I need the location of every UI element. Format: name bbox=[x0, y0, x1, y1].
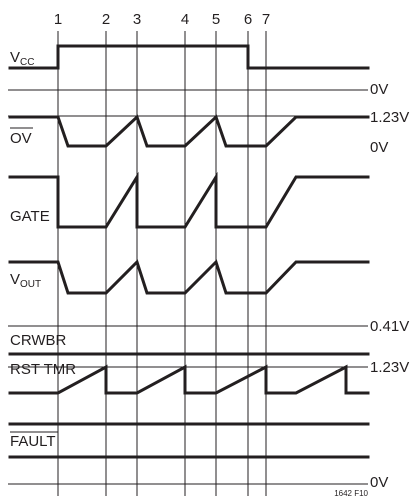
rst-tmr-waveform bbox=[8, 364, 370, 395]
crwbr-label: CRWBR bbox=[10, 332, 67, 349]
fault-label: FAULT bbox=[10, 433, 56, 450]
ov-high-level: 1.23V bbox=[370, 109, 409, 126]
fault-zero-level: 0V bbox=[370, 474, 388, 491]
marker-label-6: 6 bbox=[244, 11, 252, 28]
rst-tmr-label: RST TMR bbox=[10, 361, 76, 378]
vcc-zero-level: 0V bbox=[370, 81, 388, 98]
gate-label: GATE bbox=[10, 208, 50, 225]
marker-label-3: 3 bbox=[133, 11, 141, 28]
vcc-label: VCC bbox=[10, 49, 34, 68]
gate-waveform bbox=[8, 171, 370, 229]
marker-label-7: 7 bbox=[262, 11, 270, 28]
crwbr-level: 0.41V bbox=[370, 318, 409, 335]
marker-label-5: 5 bbox=[212, 11, 220, 28]
ov-zero-level: 0V bbox=[370, 139, 388, 156]
ov-label: OV bbox=[10, 130, 32, 147]
marker-label-4: 4 bbox=[181, 11, 189, 28]
vout-waveform bbox=[8, 259, 370, 295]
marker-label-1: 1 bbox=[54, 11, 62, 28]
marker-label-2: 2 bbox=[102, 11, 110, 28]
figure-id: 1642 F10 bbox=[334, 489, 368, 498]
ov-waveform bbox=[8, 114, 370, 148]
vcc-waveform bbox=[8, 44, 370, 70]
vout-label: VOUT bbox=[10, 271, 41, 290]
rst-tmr-level: 1.23V bbox=[370, 359, 409, 376]
